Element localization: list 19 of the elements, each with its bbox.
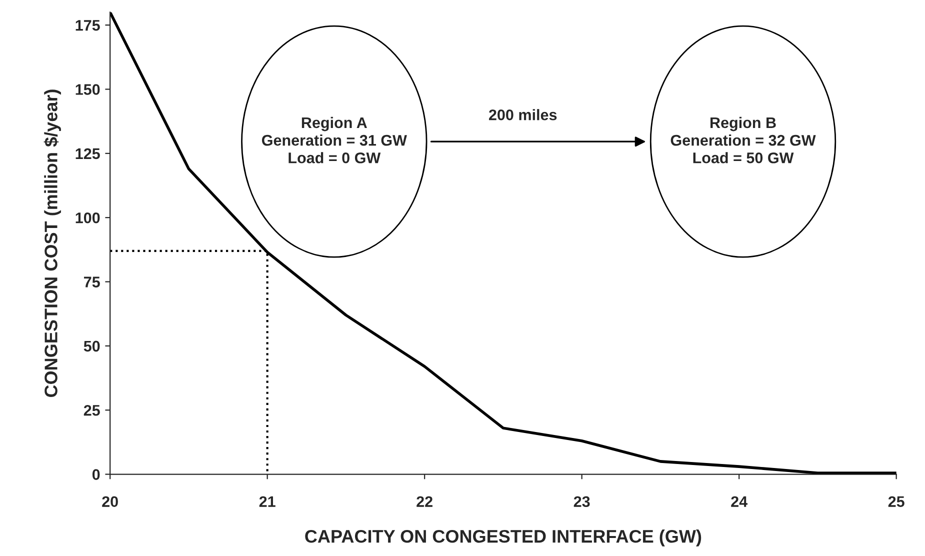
y-tick-label: 50 bbox=[84, 340, 100, 352]
y-tick-label: 150 bbox=[76, 84, 100, 95]
x-tick-label: 22 bbox=[416, 496, 432, 507]
annotation: Region B Generation = 32 GW Load = 50 GW bbox=[670, 116, 816, 164]
y-tick-label: 0 bbox=[92, 469, 100, 480]
y-tick-label: 125 bbox=[76, 148, 100, 160]
x-tick-label: 25 bbox=[888, 496, 904, 508]
annotation: 200 miles bbox=[488, 109, 557, 120]
y-tick-label: 100 bbox=[76, 212, 100, 224]
x-tick-label: 23 bbox=[574, 496, 590, 508]
x-tick-label: 24 bbox=[731, 496, 748, 507]
x-axis-title: CAPACITY ON CONGESTED INTERFACE (GW) bbox=[305, 529, 702, 546]
annotation: Region A Generation = 31 GW Load = 0 GW bbox=[262, 116, 407, 164]
y-axis-title: CONGESTION COST (million $/year) bbox=[44, 90, 61, 398]
x-tick-label: 20 bbox=[102, 496, 118, 508]
y-tick-label: 25 bbox=[84, 404, 100, 416]
y-tick-label: 175 bbox=[76, 20, 100, 31]
x-tick-label: 21 bbox=[259, 496, 276, 507]
y-tick-label: 75 bbox=[84, 276, 100, 288]
